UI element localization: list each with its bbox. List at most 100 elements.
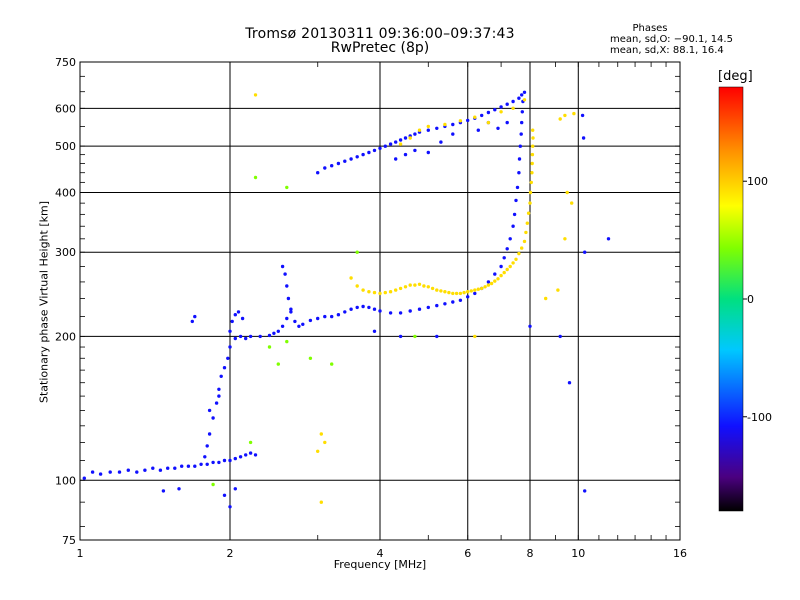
data-point-X	[499, 110, 503, 114]
data-point-X	[493, 279, 497, 283]
data-point-X	[417, 282, 422, 286]
data-point-X	[544, 296, 548, 301]
data-point-O	[398, 311, 403, 315]
data-point-O	[581, 136, 586, 140]
data-point-X	[388, 290, 393, 294]
data-point-O	[443, 302, 447, 306]
data-point-O	[240, 316, 245, 321]
data-point-O	[143, 468, 147, 472]
data-point-X	[572, 111, 576, 116]
data-point-X	[408, 136, 412, 140]
data-point-X	[458, 119, 463, 123]
data-point-O	[233, 313, 237, 317]
data-point-X	[486, 120, 491, 125]
data-point-O	[205, 444, 209, 448]
data-point-O	[316, 316, 320, 321]
data-point-X	[570, 201, 574, 205]
data-point-O	[330, 164, 334, 168]
data-point-O	[403, 152, 408, 157]
data-point-O	[502, 256, 506, 260]
data-point-X	[398, 286, 403, 291]
data-point-O	[388, 142, 393, 146]
data-point-O	[207, 432, 212, 436]
data-point-O	[520, 120, 524, 125]
data-point-other	[253, 175, 258, 180]
data-point-O	[580, 113, 585, 118]
data-point-O	[233, 336, 237, 341]
data-point-X	[476, 287, 480, 291]
data-point-O	[398, 334, 403, 339]
x-tick-label: 4	[377, 547, 384, 560]
data-point-O	[248, 451, 253, 455]
data-point-O	[606, 237, 611, 241]
data-point-O	[361, 152, 365, 157]
data-point-O	[199, 462, 203, 466]
data-point-O	[378, 309, 382, 313]
data-point-X	[528, 190, 533, 195]
data-point-X	[502, 270, 506, 275]
data-point-O	[567, 381, 572, 385]
data-point-O	[228, 329, 232, 333]
data-point-X	[355, 284, 359, 288]
data-point-O	[528, 324, 532, 328]
data-point-X	[522, 98, 527, 102]
y-tick-label: 400	[55, 186, 76, 199]
data-point-X	[517, 251, 521, 256]
data-point-X	[496, 277, 500, 281]
data-point-O	[228, 505, 232, 509]
axis-ticks: 1 2 4 6 8 10 16 75 100 200 300 400 500 600 750	[55, 56, 687, 560]
data-point-O	[451, 122, 455, 127]
data-point-X	[526, 211, 531, 215]
data-point-X	[531, 136, 535, 140]
data-point-O	[323, 314, 327, 319]
chart-subtitle: RwPretec (8p)	[330, 40, 430, 56]
data-point-O	[135, 470, 139, 474]
data-point-X	[383, 290, 387, 295]
data-point-O	[226, 356, 230, 360]
data-point-O	[238, 334, 243, 339]
data-point-X	[426, 124, 430, 129]
data-point-O	[435, 303, 439, 308]
data-point-O	[173, 466, 177, 470]
data-point-O	[219, 374, 223, 378]
x-tick-label: 6	[464, 547, 471, 560]
data-point-O	[244, 336, 248, 341]
data-point-O	[520, 93, 524, 97]
data-point-O	[222, 493, 227, 497]
data-point-O	[233, 456, 237, 461]
data-point-O	[205, 462, 209, 466]
data-point-O	[522, 90, 527, 95]
data-point-X	[458, 291, 463, 296]
phases-o-stats: mean, sd,O: −90.1, 14.5	[610, 34, 733, 45]
data-point-O	[435, 126, 439, 130]
data-point-X	[435, 288, 439, 292]
data-point-O	[228, 458, 232, 463]
data-point-O	[217, 387, 221, 391]
data-point-O	[372, 148, 377, 153]
data-point-O	[426, 128, 430, 132]
data-point-X	[443, 122, 447, 127]
data-point-O	[451, 132, 455, 136]
data-point-X	[473, 334, 477, 339]
colorbar-tick-label: -100	[747, 411, 772, 424]
data-point-X	[466, 290, 470, 294]
data-point-X	[489, 281, 494, 286]
x-tick-label: 8	[527, 547, 534, 560]
y-tick-label: 600	[55, 102, 76, 115]
data-point-O	[98, 472, 103, 476]
data-point-X	[394, 288, 398, 292]
data-point-O	[236, 310, 241, 314]
data-point-O	[493, 272, 497, 276]
data-point-O	[466, 118, 470, 123]
data-point-O	[253, 453, 258, 457]
data-point-O	[511, 99, 515, 104]
data-point-O	[413, 148, 417, 153]
data-point-O	[316, 171, 320, 175]
data-point-X	[483, 285, 487, 289]
data-point-O	[517, 171, 521, 175]
data-point-O	[499, 105, 503, 109]
data-point-X	[528, 201, 532, 205]
data-point-O	[108, 470, 112, 474]
data-point-O	[355, 305, 359, 310]
data-point-X	[531, 144, 535, 148]
